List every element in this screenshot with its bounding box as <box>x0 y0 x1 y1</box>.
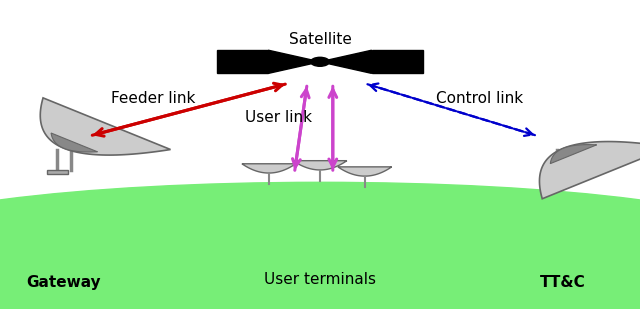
Polygon shape <box>540 142 640 199</box>
Text: Gateway: Gateway <box>27 275 101 290</box>
Polygon shape <box>550 145 596 164</box>
Polygon shape <box>338 167 392 176</box>
Polygon shape <box>268 50 320 73</box>
Text: TT&C: TT&C <box>540 275 586 290</box>
Circle shape <box>310 57 330 66</box>
Polygon shape <box>40 98 170 155</box>
Text: Feeder link: Feeder link <box>111 91 196 106</box>
Text: User link: User link <box>245 110 312 125</box>
Bar <box>372 50 423 73</box>
Polygon shape <box>51 133 97 152</box>
Ellipse shape <box>0 182 640 300</box>
Bar <box>47 170 68 174</box>
Polygon shape <box>293 161 347 170</box>
Text: Satellite: Satellite <box>289 32 351 47</box>
Polygon shape <box>242 164 296 173</box>
Polygon shape <box>320 50 372 73</box>
Text: Control link: Control link <box>436 91 524 106</box>
Text: User terminals: User terminals <box>264 272 376 287</box>
Bar <box>0 241 640 309</box>
Bar <box>559 170 580 174</box>
Bar <box>217 50 268 73</box>
